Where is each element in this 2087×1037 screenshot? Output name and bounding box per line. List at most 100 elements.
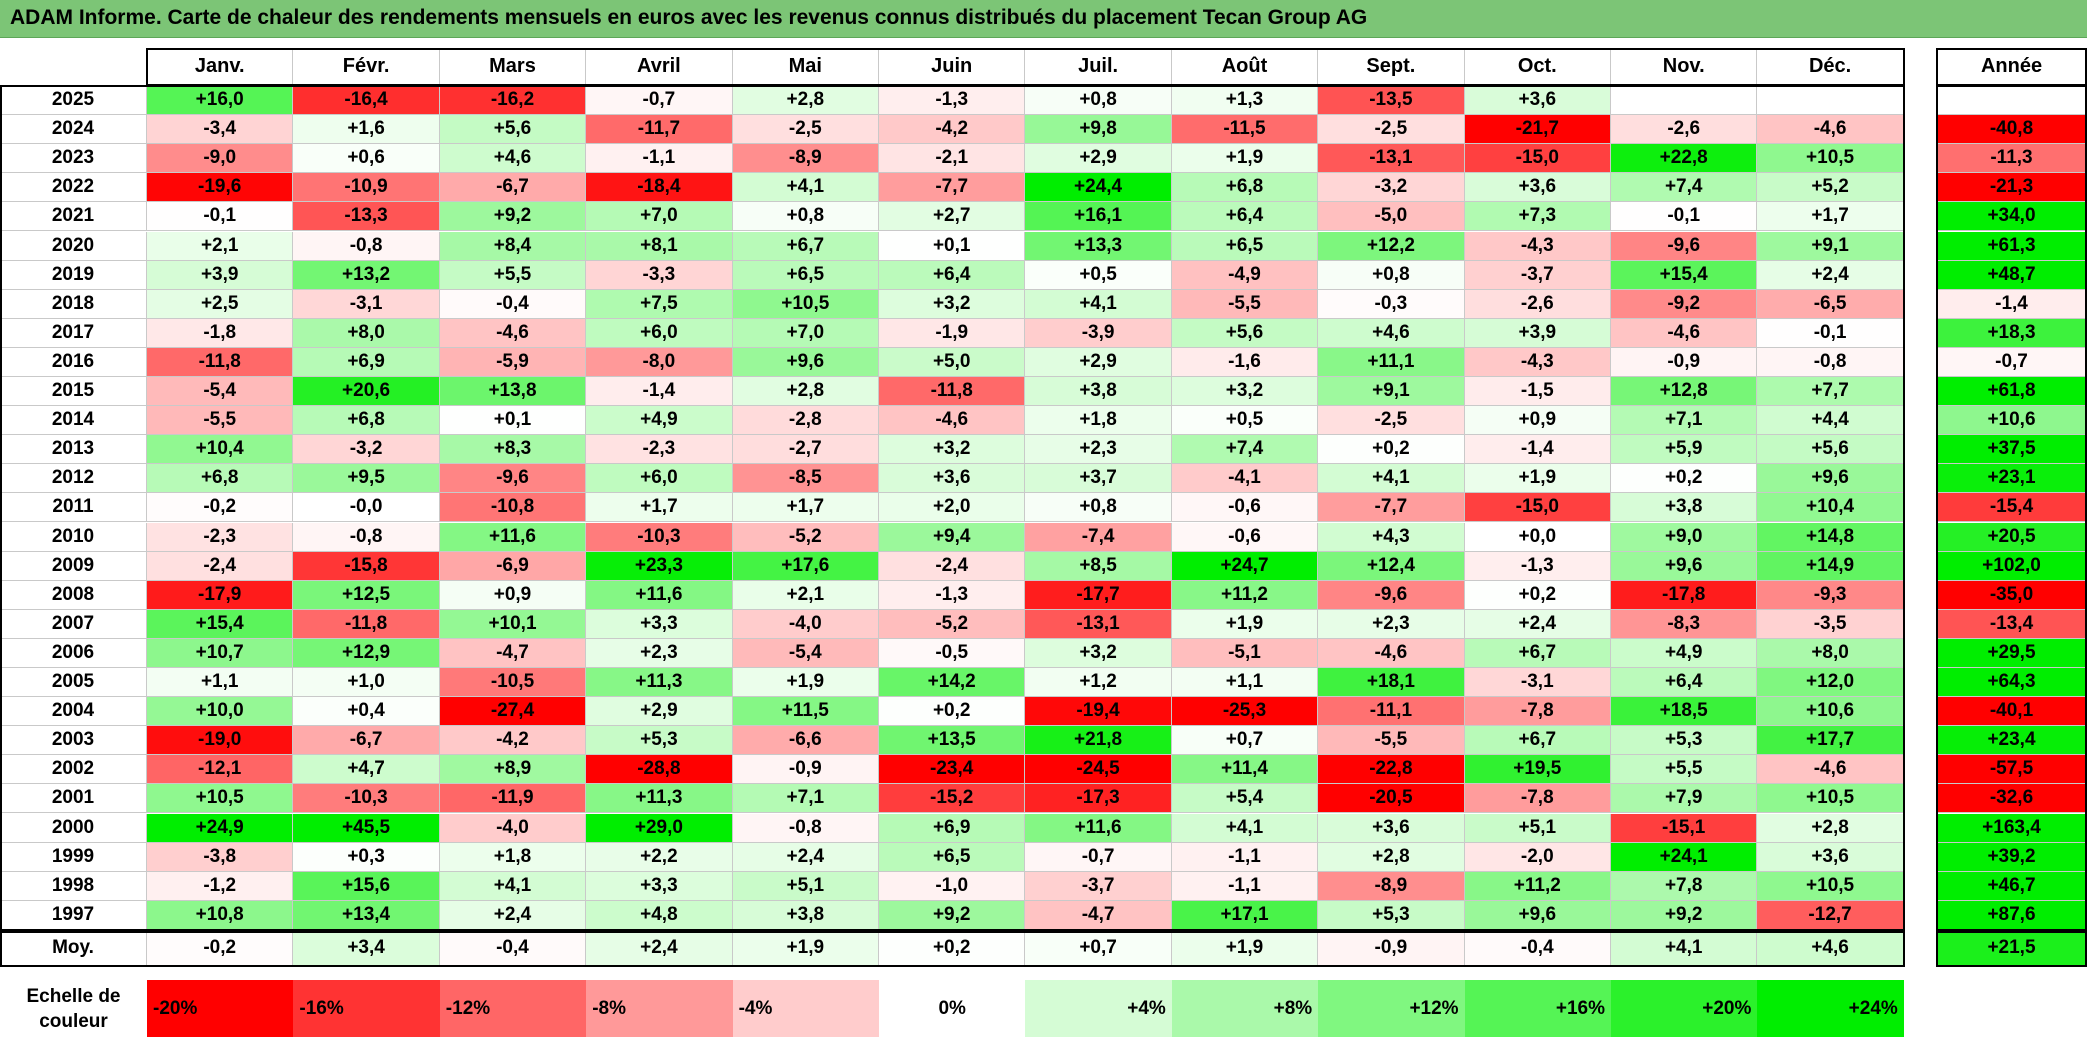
- heatmap-cell: +24,9: [147, 813, 294, 843]
- heatmap-cell: -15,0: [1464, 144, 1611, 174]
- average-cell: +0,2: [879, 931, 1026, 966]
- heatmap-cell: +19,5: [1464, 755, 1611, 785]
- month-header: Déc.: [1757, 49, 1904, 85]
- heatmap-cell: +6,0: [586, 318, 733, 348]
- month-header: Févr.: [293, 49, 440, 85]
- annual-cell: +34,0: [1937, 202, 2087, 232]
- heatmap-cell: -5,9: [439, 347, 587, 377]
- heatmap-cell: +11,6: [439, 522, 587, 552]
- annual-cell: +10,6: [1937, 406, 2087, 436]
- heatmap-cell: +3,6: [1464, 173, 1611, 203]
- heatmap-cell: -11,9: [439, 784, 587, 814]
- heatmap-cell: -1,0: [879, 871, 1026, 901]
- heatmap-cell: -1,1: [1171, 842, 1319, 872]
- heatmap-cell: +9,8: [1025, 115, 1172, 145]
- heatmap-cell: +0,0: [1464, 522, 1611, 552]
- heatmap-cell: -13,1: [1318, 144, 1465, 174]
- heatmap-cell: -9,6: [1318, 580, 1465, 610]
- row-year-label: 2021: [0, 202, 147, 232]
- heatmap-cell: +2,3: [586, 638, 733, 668]
- heatmap-cell: +9,2: [1611, 900, 1758, 930]
- heatmap-cell: -0,3: [1318, 289, 1465, 319]
- heatmap-cell: -20,5: [1318, 784, 1465, 814]
- heatmap-cell: +7,4: [1611, 173, 1758, 203]
- heatmap-cell: +2,8: [1318, 842, 1465, 872]
- heatmap-cell: +1,6: [293, 115, 440, 145]
- heatmap-cell: -4,3: [1464, 231, 1611, 261]
- heatmap-cell: +17,1: [1171, 900, 1319, 930]
- heatmap-cell: +10,5: [1757, 871, 1904, 901]
- heatmap-cell: -0,6: [1171, 493, 1319, 523]
- month-header: Sept.: [1318, 49, 1465, 85]
- heatmap-cell: +14,2: [879, 668, 1026, 698]
- heatmap-cell: +7,1: [1611, 406, 1758, 436]
- month-header: Mars: [439, 49, 587, 85]
- heatmap-cell: -0,5: [879, 638, 1026, 668]
- heatmap-cell: -12,1: [147, 755, 294, 785]
- row-year-label: 2003: [0, 726, 147, 756]
- heatmap-cell: +6,9: [879, 813, 1026, 843]
- heatmap-cell: +5,6: [1171, 318, 1319, 348]
- heatmap-cell: -1,1: [586, 144, 733, 174]
- heatmap-cell: +18,5: [1611, 697, 1758, 727]
- heatmap-cell: +2,8: [732, 377, 879, 407]
- heatmap-cell: +8,4: [439, 231, 587, 261]
- heatmap-cell: -1,3: [879, 86, 1026, 116]
- heatmap-cell: -11,8: [293, 609, 440, 639]
- chart-title: ADAM Informe. Carte de chaleur des rende…: [10, 6, 1368, 29]
- heatmap-cell: +12,4: [1318, 551, 1465, 581]
- heatmap-cell: +10,5: [147, 784, 294, 814]
- heatmap-cell: -4,6: [1757, 755, 1904, 785]
- heatmap-cell: +6,5: [1171, 231, 1319, 261]
- heatmap-cell: +12,0: [1757, 668, 1904, 698]
- heatmap-cell: +7,7: [1757, 377, 1904, 407]
- heatmap-cell: -3,7: [1025, 871, 1172, 901]
- heatmap-cell: +1,8: [1025, 406, 1172, 436]
- month-header: Avril: [586, 49, 733, 85]
- heatmap-cell: -3,1: [293, 289, 440, 319]
- heatmap-cell: +3,6: [1757, 842, 1904, 872]
- heatmap-cell: +1,2: [1025, 668, 1172, 698]
- heatmap-cell: +9,1: [1318, 377, 1465, 407]
- heatmap-cell: -6,7: [293, 726, 440, 756]
- heatmap-cell: -4,0: [439, 813, 587, 843]
- heatmap-cell: +3,2: [879, 435, 1026, 465]
- heatmap-cell: -11,1: [1318, 697, 1465, 727]
- heatmap-cell: -4,3: [1464, 347, 1611, 377]
- heatmap-cell: -4,6: [1318, 638, 1465, 668]
- heatmap-cell: +11,5: [732, 697, 879, 727]
- heatmap-cell: -22,8: [1318, 755, 1465, 785]
- heatmap-cell: +9,2: [879, 900, 1026, 930]
- heatmap-cell: +13,8: [439, 377, 587, 407]
- heatmap-cell: +8,0: [293, 318, 440, 348]
- heatmap-cell: -8,9: [732, 144, 879, 174]
- heatmap-cell: +1,9: [1464, 464, 1611, 494]
- heatmap-cell: -6,6: [732, 726, 879, 756]
- average-cell: +1,9: [1171, 931, 1319, 966]
- heatmap-cell: +5,4: [1171, 784, 1319, 814]
- heatmap-cell: -0,1: [1757, 318, 1904, 348]
- heatmap-cell: +12,9: [293, 638, 440, 668]
- heatmap-cell: -3,3: [586, 260, 733, 290]
- heatmap-cell: +1,7: [586, 493, 733, 523]
- color-scale-stop: +12%: [1318, 980, 1465, 1037]
- row-year-label: 2002: [0, 755, 147, 785]
- heatmap-cell: -13,3: [293, 202, 440, 232]
- heatmap-cell: -6,9: [439, 551, 587, 581]
- heatmap-cell: +3,7: [1025, 464, 1172, 494]
- heatmap-cell: -11,5: [1171, 115, 1319, 145]
- heatmap-cell: [1757, 86, 1904, 116]
- heatmap-cell: -4,6: [879, 406, 1026, 436]
- heatmap-cell: -0,8: [293, 522, 440, 552]
- heatmap-cell: +17,6: [732, 551, 879, 581]
- heatmap-cell: +7,0: [586, 202, 733, 232]
- heatmap-cell: -11,7: [586, 115, 733, 145]
- heatmap-cell: +8,3: [439, 435, 587, 465]
- heatmap-cell: +2,9: [1025, 347, 1172, 377]
- heatmap-cell: +0,2: [1611, 464, 1758, 494]
- heatmap-cell: +1,9: [1171, 609, 1319, 639]
- heatmap-cell: +4,1: [1318, 464, 1465, 494]
- annual-cell: -21,3: [1937, 173, 2087, 203]
- heatmap-cell: +9,2: [439, 202, 587, 232]
- heatmap-cell: -5,5: [1318, 726, 1465, 756]
